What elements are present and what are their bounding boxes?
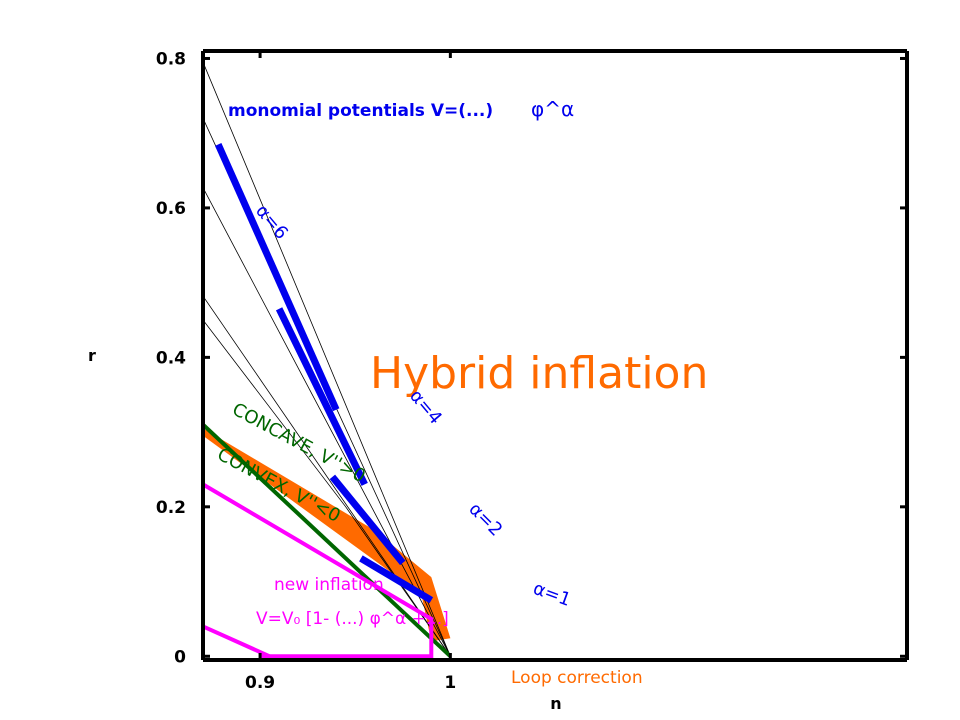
axes-layer — [201, 49, 909, 662]
new-inflation-label: new inflation — [274, 575, 384, 595]
alpha-segment-1 — [275, 307, 368, 486]
monomial-text: monomial potentials V=(...) — [228, 101, 493, 121]
series-layer — [203, 423, 452, 659]
reference-line-alpha-2 — [203, 319, 451, 657]
y-axis-label: r — [88, 346, 96, 365]
y-tick-label-4: 0.8 — [156, 49, 186, 69]
series-line-0 — [203, 423, 452, 658]
x-tick-label-0: 0.9 — [245, 673, 275, 693]
y-tick-label-0: 0 — [174, 647, 186, 667]
x-tick-label-1: 1 — [444, 673, 456, 693]
alpha2-label: α=2 — [464, 499, 506, 541]
reference-line-alpha-4 — [203, 295, 451, 657]
series-line-1 — [203, 482, 434, 659]
reference-line-alpha-10 — [203, 62, 451, 657]
monomial-suffix: φ^α — [531, 97, 574, 121]
loop-correction-label: Loop correction — [511, 668, 643, 688]
hybrid-inflation-label: Hybrid inflation — [370, 348, 708, 399]
series-line-2 — [203, 624, 271, 659]
alpha1-label: α=1 — [530, 578, 573, 611]
reference-line-alpha-6 — [203, 187, 451, 657]
alpha-segments-layer — [215, 142, 434, 604]
reference-lines-layer — [203, 62, 451, 657]
monomial-annotation: monomial potentials V=(...) φ^α — [228, 97, 574, 121]
y-tick-label-2: 0.4 — [156, 348, 186, 368]
x-axis-label: n — [550, 694, 561, 713]
y-tick-label-1: 0.2 — [156, 498, 186, 518]
y-tick-label-3: 0.6 — [156, 199, 186, 219]
alpha-segment-0 — [215, 142, 340, 412]
new-inflation-formula: V=V₀ [1- (...) φ^α +...] — [256, 609, 449, 629]
alpha-segment-2 — [329, 474, 406, 566]
tick-labels-layer: 0 0.2 0.4 0.6 0.8 0.9 1 — [156, 49, 907, 693]
alpha-segment-3 — [359, 555, 434, 604]
